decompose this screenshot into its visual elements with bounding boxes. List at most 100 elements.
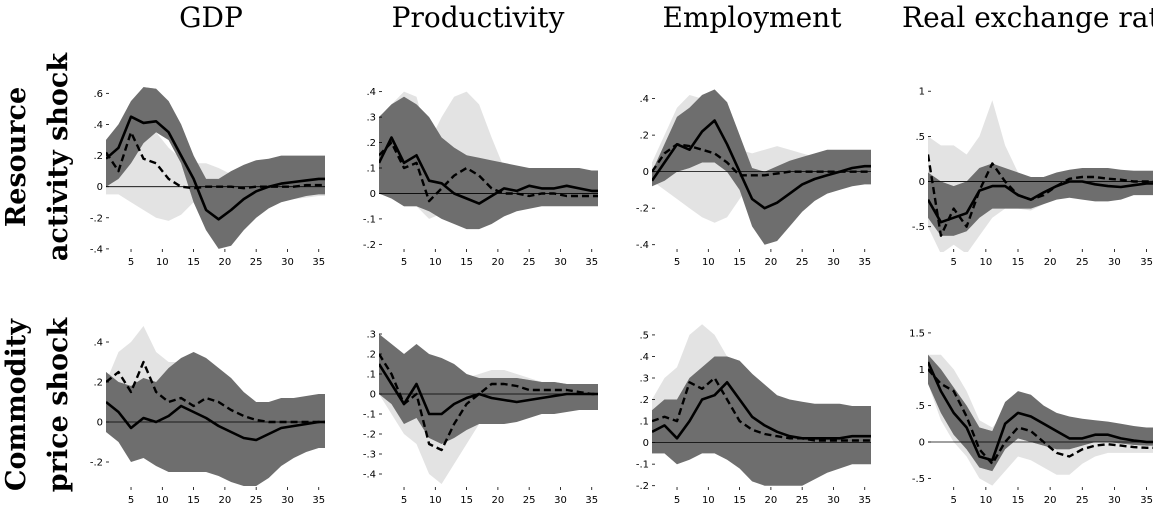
response-line-dashed bbox=[652, 376, 871, 442]
x-tick-label: 5 bbox=[951, 257, 957, 268]
x-tick-label: 25 bbox=[796, 495, 809, 506]
panel-commodity-gdp-plot-area bbox=[106, 326, 325, 486]
x-tick-label: 20 bbox=[219, 495, 232, 506]
x-tick-label: 15 bbox=[1012, 495, 1025, 506]
x-tick-label: 35 bbox=[312, 495, 325, 506]
y-tick-label: -.4 bbox=[90, 244, 103, 255]
x-tick-label: 30 bbox=[281, 257, 294, 268]
x-tick-label: 20 bbox=[765, 257, 778, 268]
y-tick-label: .5 bbox=[915, 132, 925, 143]
x-tick-label: 30 bbox=[827, 257, 840, 268]
x-tick-label: 10 bbox=[429, 257, 442, 268]
x-tick-label: 35 bbox=[858, 257, 871, 268]
panel-resource-employment-plot-area bbox=[652, 89, 871, 245]
y-tick-label: -.1 bbox=[636, 460, 649, 471]
x-tick-label: 25 bbox=[1076, 257, 1089, 268]
y-tick-label: -.2 bbox=[636, 204, 649, 215]
y-tick-label: -.5 bbox=[912, 474, 925, 485]
response-line-dashed bbox=[652, 143, 871, 177]
y-tick-label: -.2 bbox=[363, 430, 376, 441]
x-tick-label: 20 bbox=[219, 257, 232, 268]
x-tick-label: 5 bbox=[674, 495, 680, 506]
column-title-productivity: Productivity bbox=[392, 1, 565, 34]
y-tick-label: .5 bbox=[639, 330, 649, 341]
x-tick-label: 20 bbox=[492, 257, 505, 268]
y-tick-label: -.4 bbox=[363, 470, 376, 481]
y-tick-label: 0 bbox=[643, 438, 649, 449]
y-tick-label: .2 bbox=[366, 138, 376, 149]
x-tick-label: 25 bbox=[250, 257, 263, 268]
x-tick-label: 15 bbox=[187, 495, 200, 506]
panel-resource-real-exchange-rate: -.50.515 10 15 20 25 30 35 bbox=[912, 87, 1153, 268]
y-tick-label: .2 bbox=[93, 378, 103, 389]
response-line-solid bbox=[928, 180, 1153, 224]
y-tick-label: 1 bbox=[919, 87, 925, 98]
confidence-band-dark bbox=[379, 334, 598, 444]
x-tick-label: 15 bbox=[460, 495, 473, 506]
x-tick-label: 15 bbox=[733, 495, 746, 506]
panel-commodity-real-exchange-rate-plot-area bbox=[928, 354, 1153, 486]
x-tick-label: 25 bbox=[523, 257, 536, 268]
confidence-band-dark bbox=[106, 87, 325, 249]
x-tick-label: 10 bbox=[702, 257, 715, 268]
column-title-gdp: GDP bbox=[179, 1, 243, 34]
x-tick-label: 10 bbox=[979, 495, 992, 506]
y-tick-label: .3 bbox=[366, 113, 376, 124]
x-tick-label: 5 bbox=[674, 257, 680, 268]
column-title-employment: Employment bbox=[663, 1, 843, 34]
y-tick-label: -.2 bbox=[363, 240, 376, 251]
x-tick-label: 35 bbox=[585, 257, 598, 268]
x-tick-label: 15 bbox=[733, 257, 746, 268]
confidence-band-dark bbox=[652, 356, 871, 486]
y-tick-label: -.4 bbox=[636, 240, 649, 251]
x-tick-label: 25 bbox=[1076, 495, 1089, 506]
x-tick-label: 15 bbox=[187, 257, 200, 268]
y-tick-label: 1.5 bbox=[909, 328, 925, 339]
panel-commodity-real-exchange-rate: -.5 0 .5 1 1.5 5 10 15 20 25 30 35 bbox=[909, 328, 1153, 506]
x-tick-label: 35 bbox=[1140, 495, 1153, 506]
y-tick-label: -.2 bbox=[636, 481, 649, 492]
response-line-dashed bbox=[928, 368, 1153, 465]
panel-commodity-productivity: -.4 -.3 -.2 -.1 0 .1 .2 .3 5 10 15 20 25 30 35 bbox=[363, 330, 598, 507]
x-tick-label: 30 bbox=[827, 495, 840, 506]
x-tick-label: 30 bbox=[554, 495, 567, 506]
x-tick-label: 10 bbox=[702, 495, 715, 506]
panel-resource-real-exchange-rate-plot-area bbox=[928, 100, 1153, 252]
x-tick-label: 15 bbox=[1012, 257, 1025, 268]
y-tick-label: .1 bbox=[366, 370, 376, 381]
y-tick-label: .2 bbox=[93, 151, 103, 162]
response-line-solid bbox=[379, 136, 598, 205]
y-tick-label: 0 bbox=[643, 167, 649, 178]
column-title-real-exchange-rate: Real exchange rate bbox=[902, 1, 1153, 34]
panel-resource-productivity-plot-area bbox=[379, 91, 598, 230]
x-tick-label: 35 bbox=[585, 495, 598, 506]
x-tick-label: 5 bbox=[951, 495, 957, 506]
x-tick-label: 20 bbox=[1044, 257, 1057, 268]
row-title-commodity-line2: price shock bbox=[43, 317, 74, 493]
x-tick-label: 5 bbox=[401, 257, 407, 268]
panel-commodity-productivity-plot-area bbox=[379, 334, 598, 484]
y-tick-label: 0 bbox=[919, 438, 925, 449]
x-tick-label: 25 bbox=[796, 257, 809, 268]
response-line-dashed bbox=[106, 130, 325, 190]
x-tick-label: 30 bbox=[1108, 495, 1121, 506]
x-tick-label: 20 bbox=[1044, 495, 1057, 506]
y-tick-label: -.1 bbox=[363, 214, 376, 225]
y-tick-label: .5 bbox=[915, 401, 925, 412]
y-tick-label: 0 bbox=[919, 177, 925, 188]
confidence-band-dark bbox=[106, 352, 325, 486]
y-tick-label: .4 bbox=[93, 338, 103, 349]
y-tick-label: .4 bbox=[366, 87, 376, 98]
y-tick-label: .4 bbox=[639, 94, 649, 105]
row-title-resource-line2: activity shock bbox=[43, 52, 74, 261]
panel-commodity-employment-plot-area bbox=[652, 324, 871, 486]
y-tick-label: .4 bbox=[639, 352, 649, 363]
x-tick-label: 5 bbox=[401, 495, 407, 506]
x-tick-label: 35 bbox=[312, 257, 325, 268]
x-tick-label: 35 bbox=[1140, 257, 1153, 268]
x-tick-label: 20 bbox=[492, 495, 505, 506]
x-tick-label: 5 bbox=[128, 257, 134, 268]
panel-resource-employment: -.4 -.2 0 .2 .4 5 10 15 20 25 30 35 bbox=[636, 89, 871, 268]
response-line-solid bbox=[379, 363, 598, 416]
x-tick-label: 5 bbox=[128, 495, 134, 506]
